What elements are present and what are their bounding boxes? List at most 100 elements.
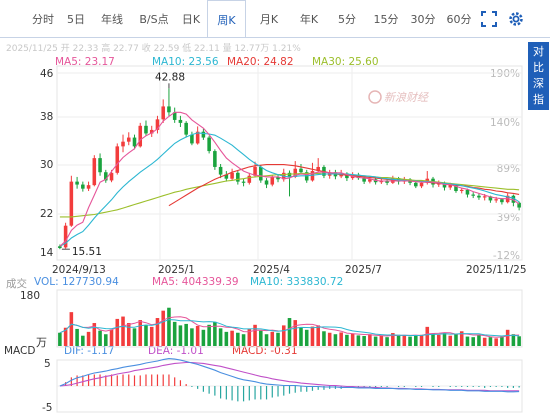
compare-char: 对 [533,45,544,58]
volume-bar [126,323,131,346]
candlestick [149,125,154,137]
candle-body [500,199,504,203]
date-tick: 2025/1 [158,264,195,276]
percent-tick: 89% [496,163,520,175]
volume-bar [327,332,332,346]
volume-bar [500,336,504,346]
candle-body [63,225,68,248]
volume-bar [184,323,188,346]
volume-title: 成交 [6,278,27,290]
volume-bar [109,329,114,346]
candlestick [356,172,361,180]
candlestick [425,171,430,185]
volume-ma5-line [59,316,520,338]
volume-bar [195,325,200,346]
volume-bar [459,331,464,346]
candlestick [368,176,372,184]
candle-body [327,172,332,176]
candlestick [373,178,378,185]
percent-tick: 190% [489,68,520,80]
candlestick [92,155,97,187]
volume-bar [132,328,137,346]
candlestick [505,193,510,204]
volume-bar [281,325,286,346]
candle-body [109,172,114,181]
volume-bar [488,337,493,346]
candlestick [465,188,470,198]
candlestick [299,164,303,175]
fullscreen-icon[interactable] [481,11,497,31]
tab-10[interactable]: 30分 [410,13,436,26]
candle-body [224,174,229,179]
watermark-logo: 新浪财经 [368,90,429,104]
volume-bar [149,326,154,346]
volume-bar [276,332,280,346]
settings-icon[interactable] [508,11,524,31]
quote-info: 2025/11/25 开 22.33 高 22.77 收 22.59 低 22.… [6,44,301,54]
low-price-label: 15.51 [72,246,102,258]
tab-11[interactable]: 60分 [446,13,472,26]
macd-title: MACD [4,345,36,357]
candlestick [172,107,177,123]
volume-bar [419,334,424,346]
candle-body [459,189,464,192]
tab-2[interactable]: 年线 [101,13,123,26]
tab-0[interactable]: 分时 [32,13,54,26]
volume-bar [178,325,183,346]
volume-bar [63,327,68,346]
candlestick [98,153,102,176]
volume-ma5: MA5: 404339.39 [152,276,239,288]
candle-body [75,181,79,185]
candlestick [454,183,458,193]
candlestick [442,181,447,191]
volume-bar [385,337,389,346]
candlestick [132,134,137,150]
volume-bar [304,329,309,346]
tab-1[interactable]: 5日 [67,13,85,26]
tab-9[interactable]: 15分 [373,13,399,26]
candlestick [322,165,326,179]
candlestick [253,161,257,177]
candlestick [379,178,384,184]
candlestick [385,179,389,186]
candle-body [316,166,320,172]
candlestick [448,182,453,190]
candlestick [138,122,143,148]
volume-bar [270,331,275,346]
candle-body [436,182,441,185]
tab-5[interactable]: 周K [207,0,246,38]
tab-6[interactable]: 月K [259,13,279,26]
volume-bar [224,331,229,346]
volume-ma10: MA10: 333830.72 [250,276,344,288]
ma10-label: MA10: 23.56 [152,56,219,68]
volume-axis-unit: 万 [36,336,47,349]
candlestick [419,180,424,189]
tab-8[interactable]: 5分 [338,13,356,26]
volume-bar [477,335,481,346]
volume-bar [58,332,62,346]
candlestick [293,161,298,179]
candlestick [345,172,349,182]
candlestick [213,149,217,170]
volume-bar [471,337,475,346]
candle-body [448,184,453,188]
candlestick [362,176,366,184]
candle-body [241,181,246,183]
candlestick [408,178,412,186]
candlestick [281,168,286,182]
tab-7[interactable]: 年K [299,13,319,26]
candlestick [207,135,211,154]
ma30-label: MA30: 25.60 [312,56,379,68]
tab-3[interactable]: B/S点 [139,13,169,26]
ma20-line [168,164,520,207]
compare-char: 比 [533,61,544,74]
candlestick [190,131,194,146]
candlestick [236,171,240,185]
volume-bar [408,336,412,346]
price-panel-frame [56,65,523,261]
compare-index-button[interactable]: 对 比 深 指 [528,42,549,110]
candlestick [155,115,160,134]
tab-4[interactable]: 日K [181,13,201,26]
volume-bar [316,325,320,346]
volume-bar [144,325,148,346]
